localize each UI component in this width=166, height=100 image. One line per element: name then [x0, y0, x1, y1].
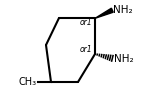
Text: NH₂: NH₂ — [114, 54, 134, 64]
Polygon shape — [95, 8, 113, 18]
Text: or1: or1 — [80, 18, 92, 26]
Text: CH₃: CH₃ — [19, 77, 37, 87]
Text: NH₂: NH₂ — [113, 5, 133, 15]
Text: or1: or1 — [80, 46, 92, 54]
